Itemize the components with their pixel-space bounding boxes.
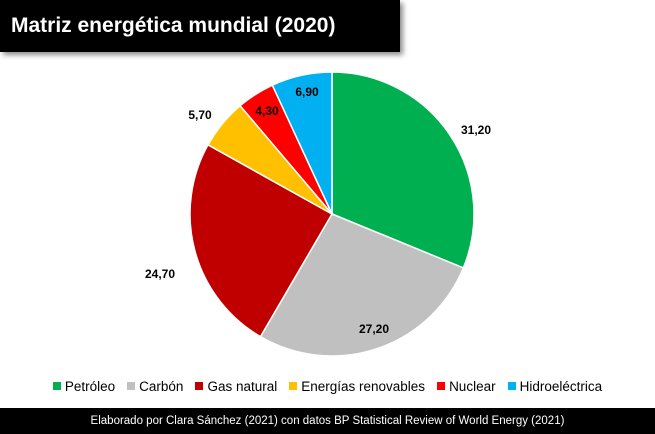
- source-text: Elaborado por Clara Sánchez (2021) con d…: [90, 415, 565, 427]
- data-label-4: 5,70: [188, 108, 212, 122]
- pie-slice-6: [271, 71, 333, 215]
- legend-label-4: Energías renovables: [301, 378, 426, 394]
- legend-item-2: Carbón: [127, 379, 183, 394]
- legend-label-6: Hidroeléctrica: [519, 378, 603, 394]
- legend-item-5: Nuclear: [437, 379, 496, 394]
- legend-label-5: Nuclear: [449, 378, 496, 394]
- legend-swatch-5: [437, 382, 446, 390]
- legend-item-6: Hidroeléctrica: [507, 378, 603, 394]
- legend-label-3: Gas natural: [207, 378, 278, 394]
- legend-swatch-2: [127, 382, 136, 390]
- legend-swatch-4: [289, 382, 298, 390]
- legend-label-1: Petróleo: [64, 378, 116, 394]
- chart-title: Matriz energética mundial (2020): [11, 14, 336, 37]
- data-label-3: 24,70: [145, 267, 175, 281]
- legend-swatch-3: [195, 382, 204, 390]
- title-banner: Matriz energética mundial (2020): [0, 0, 400, 52]
- data-label-6: 6,90: [295, 85, 319, 99]
- legend-item-4: Energías renovables: [289, 379, 425, 394]
- pie-slice-1: [331, 71, 475, 269]
- data-label-1: 31,20: [461, 123, 491, 137]
- legend-swatch-6: [507, 382, 516, 390]
- pie-slice-3: [189, 143, 334, 338]
- legend-swatch-1: [52, 382, 61, 390]
- source-footer: Elaborado por Clara Sánchez (2021) con d…: [0, 408, 655, 434]
- data-label-2: 27,20: [359, 322, 389, 336]
- legend-item-1: Petróleo: [52, 378, 116, 394]
- pie-slice-2: [259, 213, 465, 357]
- data-label-5: 4,30: [255, 104, 279, 118]
- legend-label-2: Carbón: [139, 378, 184, 394]
- chart-legend: Petróleo Carbón Gas natural Energías renova…: [0, 377, 655, 395]
- legend-item-3: Gas natural: [195, 379, 277, 394]
